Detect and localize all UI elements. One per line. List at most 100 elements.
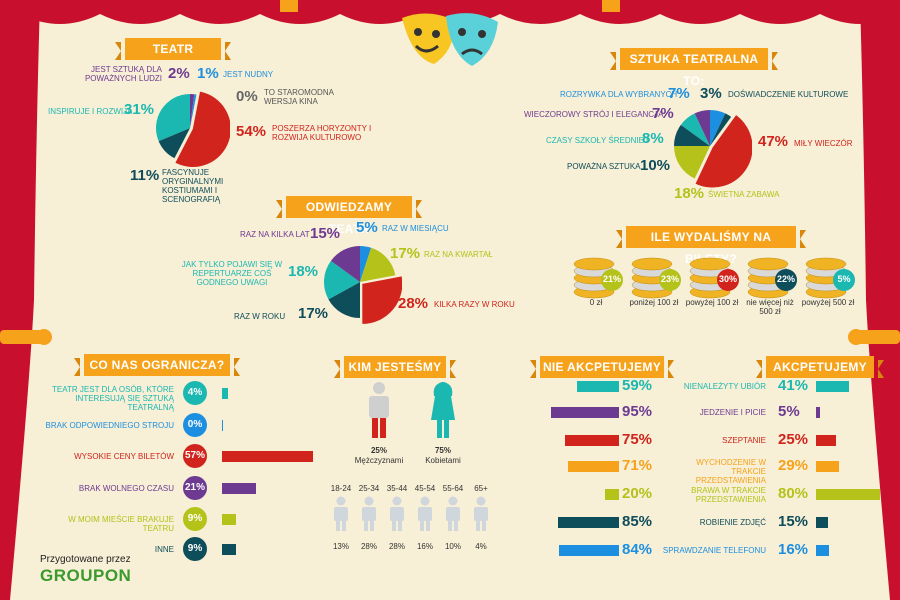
teatr-slice-0: [190, 94, 195, 128]
odwiedzamy-slice-5: [330, 246, 360, 282]
sztuka-slice-0: [710, 110, 726, 146]
teatr-slice-1: [190, 94, 197, 128]
age-pct-2: 28%: [388, 542, 405, 551]
nie-pct-4: 20%: [622, 485, 653, 502]
akc-label-3: WYCHODZENIE W TRAKCIE PRZEDSTAWIENIA: [695, 458, 766, 485]
person-leg-r-5: [482, 521, 486, 531]
coin-badge-4: [833, 269, 855, 291]
coin-3-0: [747, 257, 789, 271]
coin-stack-0: [573, 257, 623, 299]
age-label-4: 55-64: [442, 484, 464, 493]
ogranicza-pct-4: 9%: [183, 507, 207, 531]
odw-label-kwartal: RAZ NA KWARTAŁ: [424, 250, 493, 259]
coin-1-0: [631, 257, 673, 271]
person-head-4: [448, 496, 458, 506]
person-body-2: [390, 507, 404, 521]
bilety-pct-1: 23%: [660, 274, 679, 284]
sztuka-slice-6: [694, 110, 710, 146]
coin-stack-4: [805, 257, 855, 299]
person-leg-l-1: [364, 521, 368, 531]
sztuka-label-wieczor: MIŁY WIECZÓR: [794, 139, 853, 148]
akc-label-6: SPRAWDZANIE TELEFONU: [662, 546, 766, 555]
person-leg-r-1: [370, 521, 374, 531]
akc-pct-3: 29%: [778, 457, 809, 474]
person-head-0: [336, 496, 346, 506]
nie-bar-4: [604, 489, 619, 500]
ogranicza-title: CO NAS OGRANICZA?: [74, 354, 240, 376]
nie-pct-1: 95%: [622, 403, 653, 420]
person-leg-l-3: [420, 521, 424, 531]
akc-label-2: SZEPTANIE: [722, 436, 766, 445]
sztuka-pct-szkoly: 8%: [642, 130, 664, 147]
theater-masks-icon: [402, 13, 498, 67]
odw-label-kilka: KILKA RAZY W ROKU: [434, 300, 515, 309]
teatr-pct-staromodna: 0%: [236, 88, 258, 105]
akc-bar-4: [816, 489, 880, 500]
person-body-3: [418, 507, 432, 521]
akc-bar-0: [816, 381, 849, 392]
age-label-3: 45-54: [414, 484, 436, 493]
teatr-pct-horyzonty: 54%: [236, 123, 267, 140]
odw-pct-kwartal: 17%: [390, 245, 421, 262]
age-pct-5: 4%: [475, 542, 487, 551]
women-pct: 75%: [434, 446, 451, 455]
bilety-label-3: nie więcej niż 500 zł: [746, 298, 794, 316]
person-body-4: [446, 507, 460, 521]
odwiedzamy-slice-2: [362, 276, 402, 324]
person-icon-3: [418, 496, 432, 531]
odw-pct-kilka: 28%: [398, 295, 429, 312]
teatr-pct-nudny: 1%: [197, 65, 219, 82]
odw-pct-lat: 15%: [310, 225, 341, 242]
age-pct-4: 10%: [444, 542, 461, 551]
akc-label-1: JEDZENIE I PICIE: [699, 408, 766, 417]
sztuka-label-wybranych: ROZRYWKA DLA WYBRANYCH: [560, 90, 678, 99]
akc-label-5: ROBIENIE ZDJĘĆ: [699, 518, 766, 527]
odwiedzamy-slice-4: [324, 260, 360, 300]
teatr-title: TEATR: [115, 38, 231, 60]
person-icon-4: [446, 496, 460, 531]
nie-bar-6: [558, 545, 619, 556]
sztuka-label-szkoly: CZASY SZKOŁY ŚREDNIEJ: [546, 136, 648, 145]
ogranicza-label-0: TEATR JEST DLA OSÓB, KTÓRE INTERESUJĄ SI…: [52, 385, 174, 412]
odw-label-rok: RAZ W ROKU: [234, 312, 286, 321]
akc-pct-6: 16%: [778, 541, 809, 558]
akc-label-4: BRAWA W TRAKCIE PRZEDSTAWIENIA: [691, 486, 766, 504]
age-label-0: 18-24: [330, 484, 352, 493]
odw-label-repertuar: JAK TYLKO POJAWI SIĘ W REPERTUARZE COŚ G…: [181, 260, 283, 287]
person-leg-r-4: [454, 521, 458, 531]
sztuka-pct-powazna: 10%: [640, 157, 671, 174]
person-head-3: [420, 496, 430, 506]
ogranicza-bar-3: [222, 483, 256, 494]
sztuka-slice-5: [680, 113, 710, 146]
teatr-pct-inspiruje: 31%: [124, 101, 155, 118]
coin-badge-1: [659, 269, 681, 291]
ogranicza-label-4: W MOIM MIEŚCIE BRAKUJE TEATRU: [68, 515, 174, 533]
groupon-logo: GROUPON: [40, 566, 132, 585]
ogranicza-label-3: BRAK WOLNEGO CZASU: [78, 484, 174, 493]
person-leg-l-4: [448, 521, 452, 531]
odw-label-lat: RAZ NA KILKA LAT: [240, 230, 310, 239]
bilety-label-1: poniżej 100 zł: [629, 298, 679, 307]
sztuka-label-doswiadczenie: DOŚWIADCZENIE KULTUROWE: [728, 90, 849, 99]
sztuka-pct-wieczor: 47%: [758, 133, 789, 150]
coin-badge-2: [717, 269, 739, 291]
sztuka-label-powazna: POWAŻNA SZTUKA: [567, 162, 641, 171]
sztuka-label-zabawa: ŚWIETNA ZABAWA: [708, 190, 780, 199]
ogranicza-bar-4: [222, 514, 237, 525]
age-label-2: 35-44: [386, 484, 408, 493]
person-head-2: [392, 496, 402, 506]
age-pct-3: 16%: [416, 542, 433, 551]
ogranicza-bar-2: [222, 451, 314, 462]
akc-bar-1: [816, 407, 820, 418]
teatr-label-horyzonty: POSZERZA HORYZONTY I ROZWIJA KULTUROWO: [272, 124, 372, 142]
ogranicza-bar-1: [222, 420, 223, 431]
akc-bar-2: [816, 435, 836, 446]
sztuka-title: SZTUKA TEATRALNA TO:: [610, 48, 778, 88]
person-body-5: [474, 507, 488, 521]
person-leg-l-5: [476, 521, 480, 531]
teatr-slice-5: [156, 94, 190, 142]
odwiedzamy-pie: [324, 246, 402, 324]
men-label: Mężczyznami: [354, 456, 404, 465]
coin-2-0: [689, 257, 731, 271]
